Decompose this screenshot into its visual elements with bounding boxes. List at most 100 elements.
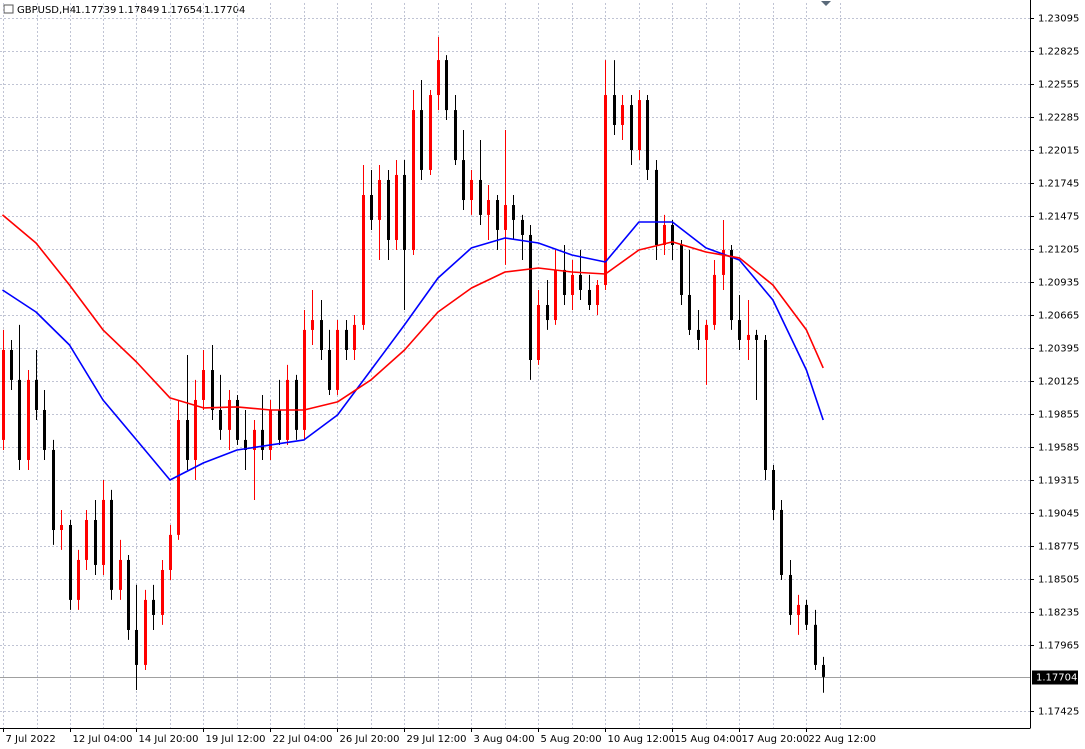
- candle-body: [52, 449, 55, 531]
- candle-body: [311, 320, 314, 330]
- candle-body: [697, 329, 700, 340]
- candle-body: [663, 224, 666, 245]
- candle-body: [630, 105, 633, 151]
- candle-body: [27, 379, 30, 460]
- y-tick-label: 1.19585: [1038, 443, 1079, 454]
- x-tick-label: 10 Aug 12:00: [608, 734, 675, 745]
- x-tick-label: 5 Aug 20:00: [541, 734, 602, 745]
- y-tick-label: 1.19315: [1038, 476, 1079, 487]
- quote-open: 1.17739: [75, 5, 116, 16]
- candle-body: [10, 349, 13, 380]
- quote-high: 1.17849: [118, 5, 159, 16]
- candle-body: [621, 105, 624, 125]
- candle-body: [412, 110, 415, 251]
- candle-body: [177, 420, 180, 535]
- candle-body: [186, 420, 189, 460]
- candle-body: [144, 599, 147, 665]
- candle-body: [236, 399, 239, 440]
- candle-body: [244, 439, 247, 450]
- x-tick-label: 22 Jul 04:00: [273, 734, 333, 745]
- y-tick-label: 1.21205: [1038, 245, 1079, 256]
- candle-body: [646, 100, 649, 170]
- candle-body: [546, 305, 549, 321]
- x-tick-label: 17 Aug 20:00: [742, 734, 809, 745]
- candle-body: [588, 289, 591, 306]
- candle-body: [789, 574, 792, 615]
- candle-body: [202, 370, 205, 400]
- candle-body: [387, 179, 390, 240]
- candle-body: [805, 604, 808, 625]
- candle-body: [353, 324, 356, 350]
- y-tick-label: 1.18235: [1038, 608, 1079, 619]
- candle-body: [43, 409, 46, 450]
- candle-body: [77, 559, 80, 600]
- candle-body: [295, 379, 298, 430]
- candle-body: [35, 379, 38, 410]
- candle-body: [487, 200, 490, 215]
- candle-body: [512, 205, 515, 220]
- candle-body: [738, 320, 741, 340]
- x-tick-label: 12 Jul 04:00: [73, 734, 133, 745]
- candle-body: [127, 559, 130, 630]
- candle-body: [705, 324, 708, 340]
- candle-body: [18, 379, 21, 460]
- quote-low: 1.17654: [161, 5, 202, 16]
- candle-body: [579, 274, 582, 290]
- y-tick-label: 1.20935: [1038, 278, 1079, 289]
- x-tick-label: 7 Jul 2022: [6, 734, 56, 745]
- candle-body: [2, 349, 5, 440]
- y-tick-label: 1.19855: [1038, 410, 1079, 421]
- candle-body: [345, 329, 348, 350]
- candle-body: [563, 269, 566, 295]
- x-tick-label: 19 Jul 12:00: [206, 734, 266, 745]
- candle-body: [772, 469, 775, 510]
- candle-body: [60, 524, 63, 531]
- candle-body: [362, 195, 365, 325]
- candle-body: [655, 169, 658, 245]
- candle-body: [403, 174, 406, 251]
- candle-body: [638, 100, 641, 151]
- shift-marker: [821, 1, 831, 6]
- candle-body: [722, 250, 725, 275]
- candle-body: [529, 234, 532, 361]
- moving-average-line: [2, 221, 824, 481]
- x-tick-label: 29 Jul 12:00: [407, 734, 467, 745]
- y-tick-label: 1.22555: [1038, 80, 1079, 91]
- candle-body: [320, 320, 323, 350]
- candle-body: [437, 60, 440, 96]
- candle-body: [747, 334, 750, 340]
- candle-body: [470, 179, 473, 201]
- candle-body: [395, 174, 398, 240]
- candle-body: [680, 244, 683, 295]
- y-tick-label: 1.20125: [1038, 377, 1079, 388]
- candle-body: [604, 95, 607, 285]
- candle-body: [102, 499, 105, 565]
- candle-body: [613, 95, 616, 125]
- candle-body: [328, 349, 331, 390]
- symbol: GBPUSD,H4: [17, 5, 76, 16]
- y-tick-label: 1.17965: [1038, 641, 1079, 652]
- candle-body: [571, 274, 574, 295]
- candle-body: [94, 519, 97, 565]
- y-tick-label: 1.22825: [1038, 47, 1079, 58]
- candle-body: [596, 284, 599, 306]
- x-tick-label: 22 Aug 12:00: [809, 734, 876, 745]
- candle-body: [462, 160, 465, 201]
- candle-body: [780, 509, 783, 575]
- last-price-label: 1.17704: [1036, 673, 1077, 684]
- candle-body: [713, 274, 716, 325]
- candle-body: [336, 329, 339, 390]
- y-tick-label: 1.22015: [1038, 146, 1079, 157]
- candle-body: [85, 519, 88, 560]
- last-price-box: [1032, 670, 1078, 685]
- candle-body: [161, 569, 164, 615]
- y-tick-label: 1.20395: [1038, 344, 1079, 355]
- candle-body: [797, 604, 800, 615]
- candle-body: [504, 205, 507, 230]
- y-tick-label: 1.22285: [1038, 113, 1079, 124]
- candle-body: [135, 629, 138, 665]
- y-tick-label: 1.23095: [1038, 14, 1079, 25]
- candle-body: [764, 339, 767, 470]
- y-tick-label: 1.18505: [1038, 575, 1079, 586]
- candle-body: [69, 524, 72, 600]
